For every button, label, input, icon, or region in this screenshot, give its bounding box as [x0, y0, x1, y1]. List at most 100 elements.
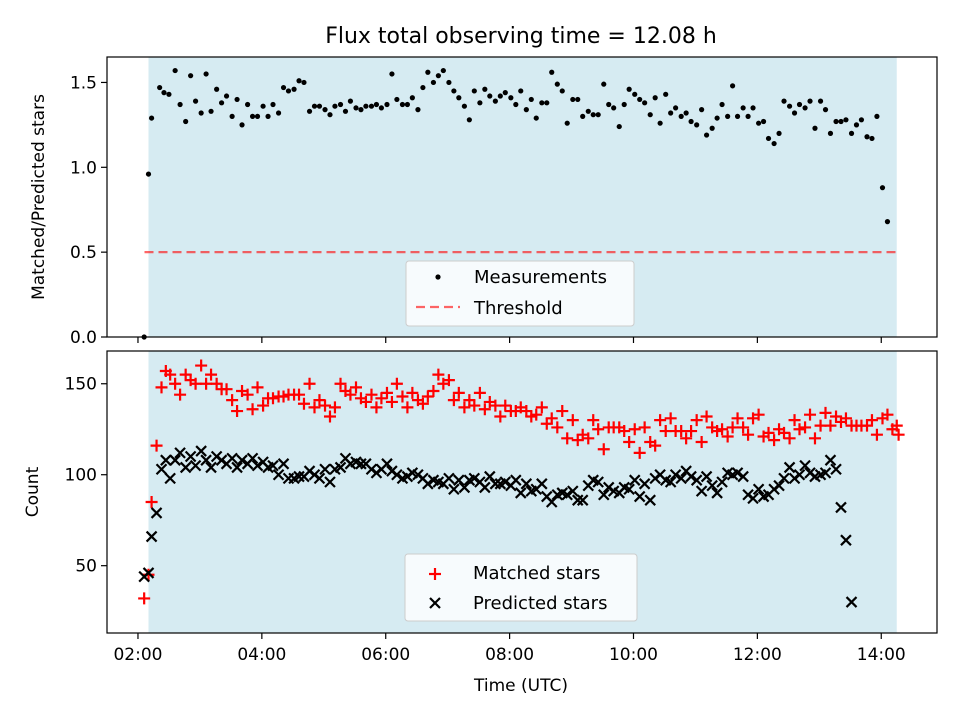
- ratio-panel: 0.0 0.5 1.0 1.5 Matched/Predicted stars Mea…: [29, 56, 938, 348]
- measurement-point: [869, 135, 875, 142]
- measurement-point: [853, 122, 860, 128]
- measurement-point: [539, 100, 545, 106]
- matched-stars-point: [721, 430, 734, 443]
- matched-stars-point: [473, 386, 486, 399]
- matched-stars-point: [478, 403, 491, 416]
- measurement-point: [373, 101, 380, 108]
- predicted-stars-point: [334, 461, 347, 474]
- matched-stars-point: [768, 434, 781, 447]
- matched-stars-point: [241, 388, 254, 401]
- measurement-point: [765, 135, 772, 142]
- measurement-point: [611, 105, 617, 111]
- predicted-stars-point: [571, 494, 584, 506]
- predicted-stars-point: [174, 447, 186, 459]
- matched-stars-point: [447, 394, 460, 407]
- matched-stars-point: [169, 377, 182, 390]
- measurement-point: [703, 132, 710, 138]
- predicted-stars-point: [150, 507, 163, 519]
- matched-stars-point: [566, 414, 579, 427]
- predicted-stars-point: [267, 459, 279, 472]
- measurement-point: [451, 88, 457, 94]
- matched-stars-point: [716, 423, 729, 436]
- measurement-point: [358, 107, 364, 113]
- predicted-stars-point: [200, 454, 212, 466]
- matched-stars-point: [824, 419, 837, 432]
- measurement-point: [864, 134, 870, 140]
- measurement-point: [858, 117, 865, 123]
- measurement-point: [791, 110, 798, 116]
- matched-stars-point: [308, 401, 321, 414]
- x-tick-label: 08:00: [485, 645, 534, 665]
- measurement-point: [694, 122, 700, 128]
- measurement-point: [771, 140, 777, 147]
- measurement-point: [601, 81, 607, 87]
- matched-stars-point: [680, 432, 693, 445]
- measurement-point: [590, 112, 596, 118]
- measurement-point: [239, 122, 245, 128]
- measurement-point: [756, 120, 762, 126]
- count-axes-frame: [106, 350, 938, 634]
- x-axis-label: Time (UTC): [473, 676, 568, 696]
- matched-stars-point: [313, 394, 326, 407]
- count-panel: 50 100 150 02:00 04:00 06:00 08:00 10:00 12:00 1…: [23, 350, 938, 665]
- predicted-stars-point: [675, 472, 687, 485]
- matched-stars-point: [344, 388, 357, 401]
- measurement-point: [260, 103, 266, 109]
- predicted-stars-point: [391, 468, 403, 481]
- measurement-point: [466, 117, 472, 123]
- matched-stars-point: [618, 425, 631, 438]
- measurement-point: [523, 107, 529, 113]
- predicted-stars-point: [155, 463, 168, 476]
- predicted-stars-point: [773, 479, 785, 492]
- matched-stars-point: [762, 426, 775, 439]
- matched-stars-point: [638, 421, 651, 434]
- predicted-stars-point: [793, 468, 806, 481]
- ratio-legend-box: [405, 260, 635, 327]
- measurement-point: [353, 105, 359, 111]
- matched-stars-point: [293, 388, 306, 401]
- measurement-point: [874, 113, 880, 119]
- measurement-point: [177, 101, 183, 108]
- measurement-point: [188, 73, 194, 79]
- matched-stars-point: [205, 368, 218, 381]
- measurement-point: [585, 108, 591, 114]
- measurement-point: [497, 93, 503, 99]
- predicted-stars-point: [479, 481, 491, 494]
- x-tick-label: 10:00: [609, 645, 658, 665]
- measurement-point: [456, 95, 462, 101]
- measurement-point: [678, 113, 684, 119]
- measurement-point: [714, 115, 720, 121]
- matched-stars-point: [220, 383, 233, 396]
- measurement-point: [148, 115, 155, 121]
- predicted-stars-point: [695, 485, 708, 497]
- predicted-legend-label: Predicted stars: [473, 593, 607, 614]
- measurement-point: [254, 113, 261, 119]
- predicted-stars-point: [778, 472, 790, 485]
- predicted-stars-point: [799, 459, 811, 472]
- measurement-point: [492, 98, 498, 104]
- matched-stars-point: [494, 410, 507, 423]
- measurement-point: [533, 115, 539, 121]
- x-tick-label: 06:00: [361, 645, 410, 665]
- measurement-point: [384, 101, 390, 108]
- predicted-stars-point: [514, 487, 527, 499]
- measurement-point: [337, 101, 344, 108]
- matched-stars-point: [406, 386, 419, 399]
- predicted-stars-point: [236, 454, 248, 466]
- predicted-stars-point: [690, 474, 703, 486]
- matched-stars-point: [623, 435, 636, 448]
- matched-legend-marker: [429, 568, 441, 580]
- matched-stars-point: [385, 395, 398, 408]
- matched-stars-point: [390, 377, 403, 390]
- matched-stars-point: [556, 405, 569, 418]
- measurement-point: [301, 79, 307, 86]
- matched-stars-point: [375, 392, 388, 405]
- measurement-point: [316, 103, 323, 109]
- matched-stars-point: [742, 428, 755, 441]
- measurement-point: [280, 84, 287, 91]
- measurement-point: [218, 100, 225, 106]
- measurement-point: [435, 73, 441, 79]
- measurement-point: [642, 100, 648, 106]
- measurement-point: [637, 96, 643, 103]
- measurement-point: [296, 78, 302, 84]
